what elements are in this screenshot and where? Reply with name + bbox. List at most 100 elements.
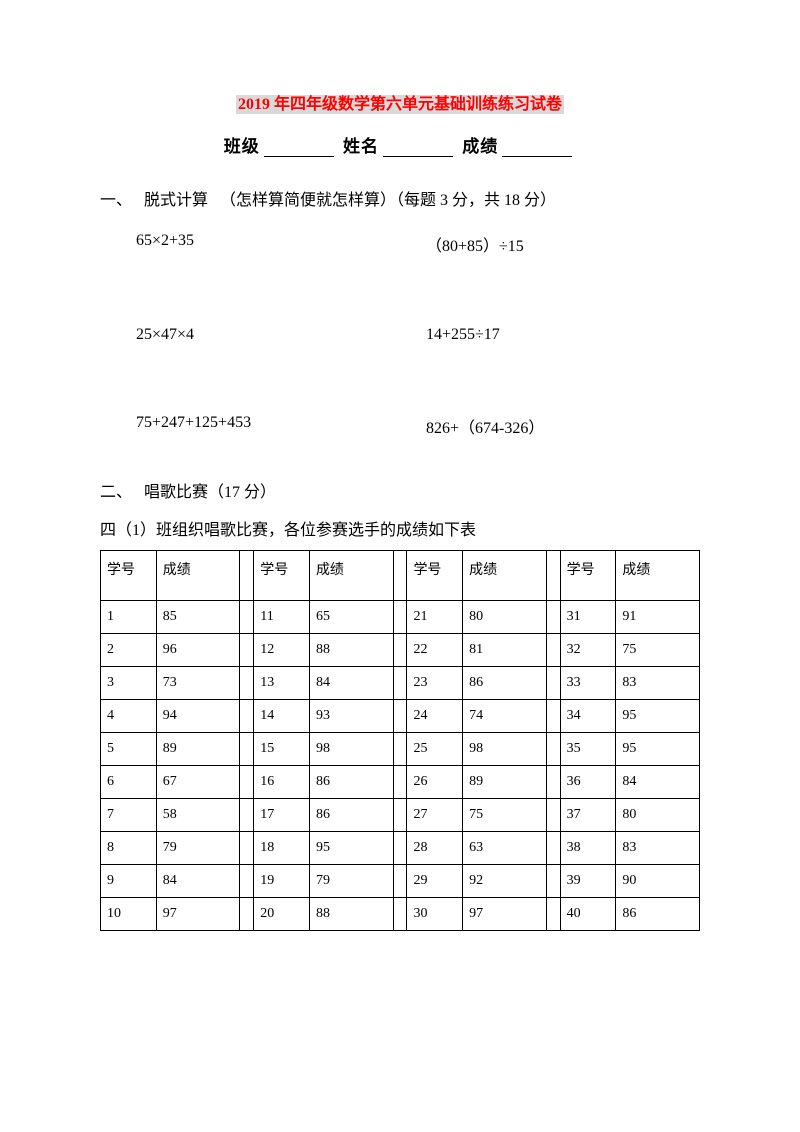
table-gap [240,865,254,898]
problem-text: 65×2+35 [136,232,426,256]
cell-id: 30 [407,898,463,931]
cell-score: 97 [156,898,240,931]
cell-score: 97 [463,898,547,931]
table-gap [393,634,407,667]
cell-score: 94 [156,700,240,733]
cell-id: 6 [101,766,157,799]
score-table: 学号 成绩 学号 成绩 学号 成绩 学号 成绩 1851165218031912… [100,550,700,931]
section1-name: 脱式计算 [144,192,208,209]
cell-score: 83 [616,832,700,865]
table-row: 589159825983595 [101,733,700,766]
table-row: 373138423863383 [101,667,700,700]
cell-id: 21 [407,601,463,634]
cell-id: 9 [101,865,157,898]
cell-id: 12 [254,634,310,667]
header-id: 学号 [254,551,310,601]
table-row: 667168626893684 [101,766,700,799]
table-gap [240,766,254,799]
cell-id: 4 [101,700,157,733]
table-gap [546,898,560,931]
cell-score: 92 [463,865,547,898]
cell-id: 37 [560,799,616,832]
table-row: 758 1786 2775 3780 [101,799,700,832]
cell-id: 28 [407,832,463,865]
cell-id: 39 [560,865,616,898]
problem-row: 25×47×4 14+255÷17 [136,326,700,344]
header-score: 成绩 [463,551,547,601]
cell-score: 88 [309,634,393,667]
table-gap [240,667,254,700]
cell-id: 23 [407,667,463,700]
name-blank [383,139,453,157]
table-gap [393,865,407,898]
cell-score: 80 [616,799,700,832]
table-gap [546,700,560,733]
cell-id: 17 [254,799,310,832]
cell-id: 2 [101,634,157,667]
cell-score: 75 [463,799,547,832]
title-rest: 年四年级数学第六单元基础训练练习试卷 [270,96,562,113]
cell-score: 86 [463,667,547,700]
table-gap [546,551,560,601]
cell-id: 32 [560,634,616,667]
cell-score: 79 [156,832,240,865]
table-row: 494149324743495 [101,700,700,733]
cell-id: 18 [254,832,310,865]
cell-score: 89 [156,733,240,766]
table-gap [393,700,407,733]
table-gap [240,700,254,733]
cell-score: 80 [463,601,547,634]
cell-score: 63 [463,832,547,865]
table-gap [393,551,407,601]
cell-score: 86 [616,898,700,931]
section1-heading: 一、 脱式计算 （怎样算简便就怎样算）（每题 3 分，共 18 分） [100,187,700,214]
cell-score: 84 [156,865,240,898]
table-gap [393,733,407,766]
header-score: 成绩 [156,551,240,601]
table-gap [240,832,254,865]
cell-id: 33 [560,667,616,700]
cell-score: 95 [309,832,393,865]
cell-score: 98 [309,733,393,766]
cell-id: 8 [101,832,157,865]
cell-score: 86 [309,799,393,832]
cell-id: 3 [101,667,157,700]
table-row: 185116521803191 [101,601,700,634]
cell-id: 27 [407,799,463,832]
table-gap [546,832,560,865]
section2-desc: 四（1）班组织唱歌比赛，各位参赛选手的成绩如下表 [100,516,700,540]
table-gap [393,799,407,832]
table-gap [240,551,254,601]
cell-id: 20 [254,898,310,931]
cell-id: 34 [560,700,616,733]
problem-text: （80+85）÷15 [426,232,700,256]
table-row: 984197929923990 [101,865,700,898]
cell-score: 95 [616,733,700,766]
cell-score: 58 [156,799,240,832]
table-row: 296128822813275 [101,634,700,667]
cell-id: 19 [254,865,310,898]
cell-id: 29 [407,865,463,898]
cell-id: 10 [101,898,157,931]
header-id: 学号 [101,551,157,601]
section1-problems: 65×2+35 （80+85）÷15 25×47×4 14+255÷17 75+… [100,232,700,438]
cell-score: 91 [616,601,700,634]
cell-score: 89 [463,766,547,799]
cell-score: 86 [309,766,393,799]
cell-score: 84 [616,766,700,799]
section2-heading: 二、 唱歌比赛（17 分） [100,478,700,502]
cell-score: 98 [463,733,547,766]
table-gap [546,634,560,667]
class-label: 班级 [224,137,260,156]
cell-id: 7 [101,799,157,832]
problem-text: 75+247+125+453 [136,414,426,438]
problem-text: 25×47×4 [136,326,426,344]
cell-id: 5 [101,733,157,766]
table-row: 879189528633883 [101,832,700,865]
score-label: 成绩 [462,137,498,156]
problem-row: 65×2+35 （80+85）÷15 [136,232,700,256]
table-gap [546,865,560,898]
cell-id: 31 [560,601,616,634]
section2-number: 二、 [100,484,132,501]
table-gap [546,601,560,634]
